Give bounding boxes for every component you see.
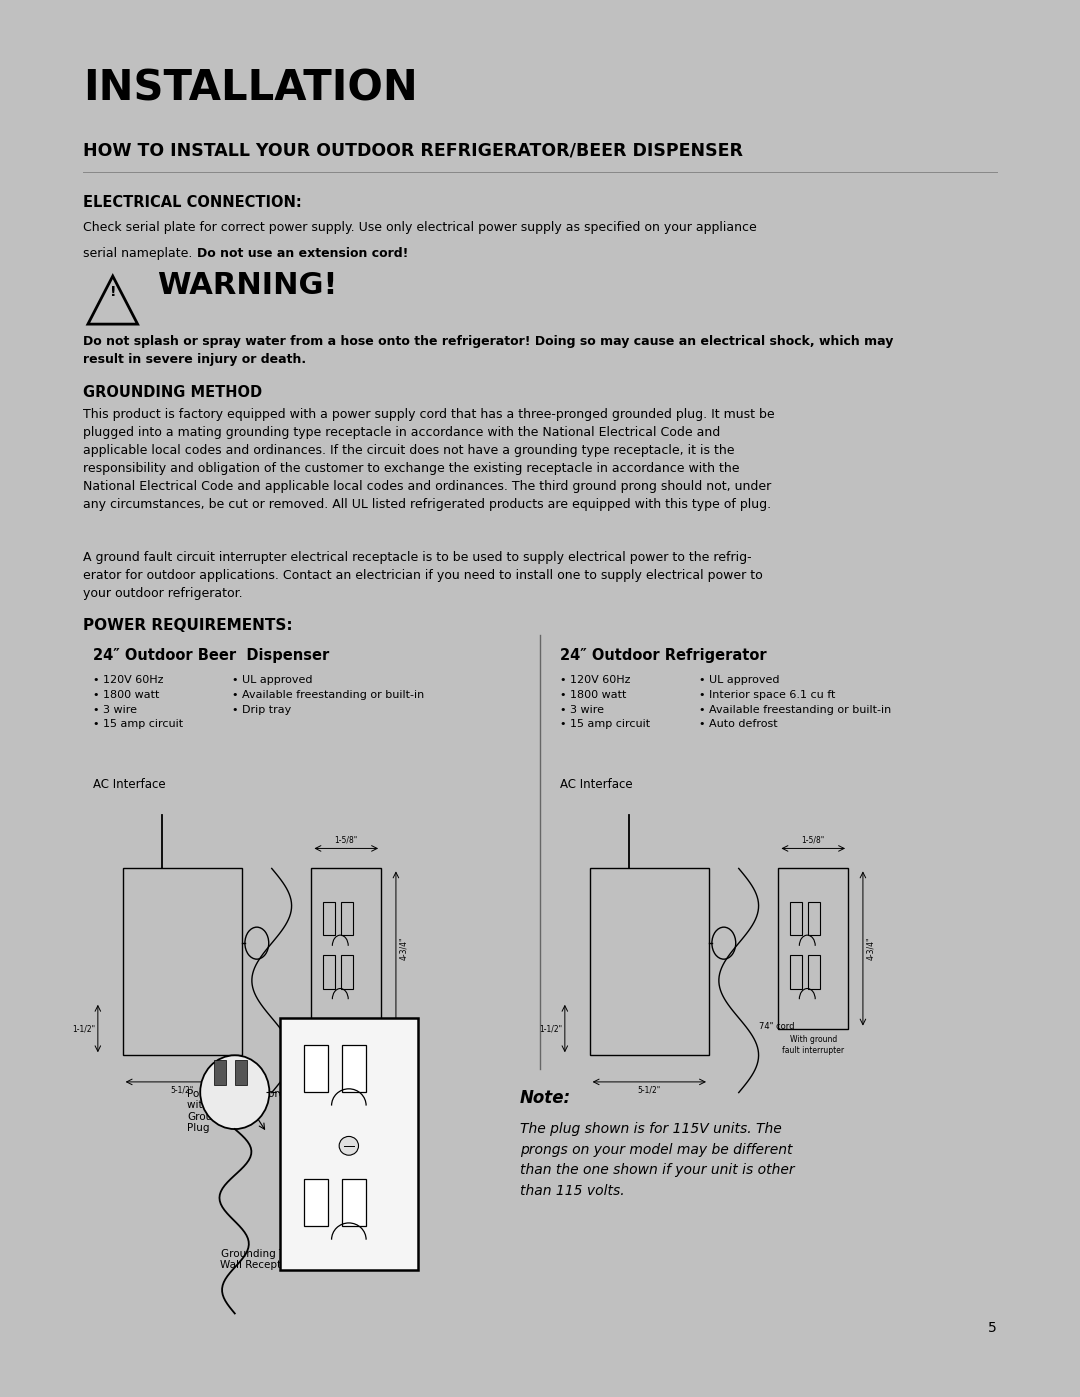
Text: • 120V 60Hz
• 1800 watt
• 3 wire
• 15 amp circuit: • 120V 60Hz • 1800 watt • 3 wire • 15 am… bbox=[559, 675, 650, 729]
Text: 5-1/2": 5-1/2" bbox=[637, 1085, 661, 1095]
Text: • 120V 60Hz
• 1800 watt
• 3 wire
• 15 amp circuit: • 120V 60Hz • 1800 watt • 3 wire • 15 am… bbox=[93, 675, 183, 729]
Bar bbox=[303, 1179, 328, 1227]
Text: 24″ Outdoor Beer  Dispenser: 24″ Outdoor Beer Dispenser bbox=[93, 648, 329, 664]
Circle shape bbox=[339, 1136, 359, 1155]
Text: AC Interface: AC Interface bbox=[93, 778, 165, 791]
Text: Grounding Type
Wall Receptacle: Grounding Type Wall Receptacle bbox=[220, 1249, 303, 1270]
Bar bbox=[779, 869, 848, 1028]
Text: Power Supply Cord
with 3-Prong
Grounding
Plug: Power Supply Cord with 3-Prong Grounding… bbox=[187, 1088, 285, 1133]
Text: INSTALLATION: INSTALLATION bbox=[83, 68, 418, 110]
Bar bbox=[808, 956, 820, 989]
Text: AC Interface: AC Interface bbox=[559, 778, 633, 791]
Text: ELECTRICAL CONNECTION:: ELECTRICAL CONNECTION: bbox=[83, 194, 301, 210]
Text: A ground fault circuit interrupter electrical receptacle is to be used to supply: A ground fault circuit interrupter elect… bbox=[83, 550, 762, 599]
Text: 1-1/2": 1-1/2" bbox=[71, 1024, 95, 1032]
Text: !: ! bbox=[109, 285, 116, 299]
Text: With ground
fault interrupter: With ground fault interrupter bbox=[782, 1035, 845, 1055]
Text: POWER REQUIREMENTS:: POWER REQUIREMENTS: bbox=[83, 617, 293, 633]
FancyBboxPatch shape bbox=[280, 1018, 418, 1270]
Bar bbox=[341, 902, 353, 935]
Text: 1-1/2": 1-1/2" bbox=[539, 1024, 562, 1032]
Bar bbox=[341, 956, 353, 989]
Text: 74" cord: 74" cord bbox=[292, 1021, 327, 1031]
Bar bbox=[791, 902, 802, 935]
Text: Note:: Note: bbox=[521, 1088, 571, 1106]
Text: This product is factory equipped with a power supply cord that has a three-prong: This product is factory equipped with a … bbox=[83, 408, 774, 511]
Bar bbox=[791, 956, 802, 989]
Text: serial nameplate.: serial nameplate. bbox=[83, 247, 197, 260]
Text: 4-3/4": 4-3/4" bbox=[866, 937, 875, 960]
Bar bbox=[342, 1045, 366, 1092]
Text: HOW TO INSTALL YOUR OUTDOOR REFRIGERATOR/BEER DISPENSER: HOW TO INSTALL YOUR OUTDOOR REFRIGERATOR… bbox=[83, 141, 743, 159]
Text: 5-1/2": 5-1/2" bbox=[171, 1085, 194, 1095]
Text: Do not use an extension cord!: Do not use an extension cord! bbox=[198, 247, 408, 260]
Text: The plug shown is for 115V units. The
prongs on your model may be different
than: The plug shown is for 115V units. The pr… bbox=[521, 1122, 795, 1197]
Ellipse shape bbox=[200, 1055, 269, 1129]
Text: Do not splash or spray water from a hose onto the refrigerator! Doing so may cau: Do not splash or spray water from a hose… bbox=[83, 335, 893, 366]
Text: • UL approved
• Interior space 6.1 cu ft
• Available freestanding or built-in
• : • UL approved • Interior space 6.1 cu ft… bbox=[699, 675, 891, 729]
Text: 5: 5 bbox=[988, 1322, 997, 1336]
Bar bbox=[808, 902, 820, 935]
Bar bbox=[323, 902, 335, 935]
Bar bbox=[214, 1060, 226, 1085]
Bar bbox=[311, 869, 381, 1028]
Text: 74" cord: 74" cord bbox=[758, 1021, 794, 1031]
Text: With ground
fault interrupter: With ground fault interrupter bbox=[315, 1035, 377, 1055]
Bar bbox=[123, 869, 242, 1055]
Bar bbox=[234, 1060, 247, 1085]
Bar bbox=[323, 956, 335, 989]
Bar bbox=[590, 869, 708, 1055]
Bar bbox=[303, 1045, 328, 1092]
Text: WARNING!: WARNING! bbox=[158, 271, 338, 300]
Text: 4-3/4": 4-3/4" bbox=[399, 937, 408, 960]
Text: 1-5/8": 1-5/8" bbox=[335, 835, 357, 844]
Text: 24″ Outdoor Refrigerator: 24″ Outdoor Refrigerator bbox=[559, 648, 767, 664]
Text: 1-5/8": 1-5/8" bbox=[801, 835, 825, 844]
Text: • UL approved
• Available freestanding or built-in
• Drip tray: • UL approved • Available freestanding o… bbox=[232, 675, 424, 715]
Text: GROUNDING METHOD: GROUNDING METHOD bbox=[83, 386, 262, 401]
Bar bbox=[342, 1179, 366, 1227]
Text: Check serial plate for correct power supply. Use only electrical power supply as: Check serial plate for correct power sup… bbox=[83, 221, 757, 235]
